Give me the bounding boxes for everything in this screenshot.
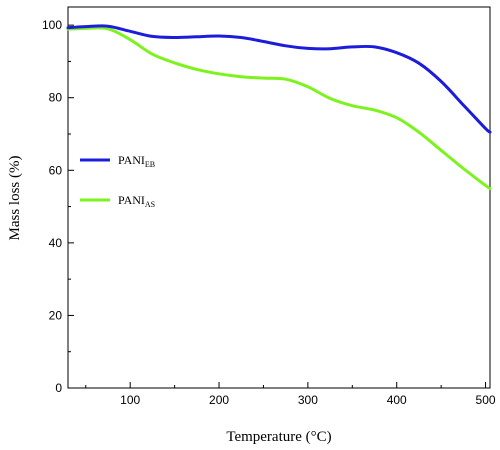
legend-label-pani-eb: PANIEB xyxy=(118,153,155,169)
series-line-pani-eb xyxy=(66,24,492,134)
x-tick-label: 200 xyxy=(209,393,229,407)
y-tick-label: 100 xyxy=(42,18,62,32)
x-tick-label: 100 xyxy=(120,393,140,407)
x-axis-title: Temperature (°C) xyxy=(226,429,331,445)
series-line-pani-as xyxy=(66,26,492,190)
y-tick-label: 60 xyxy=(49,163,63,177)
y-tick-label: 40 xyxy=(49,236,63,250)
tick-labels: 100 200 300 400 500 0 20 40 60 80 100 xyxy=(42,18,496,407)
x-tick-label: 400 xyxy=(387,393,407,407)
x-tick-label: 500 xyxy=(476,393,496,407)
series-lines xyxy=(66,24,492,190)
y-tick-label: 0 xyxy=(55,381,62,395)
y-tick-label: 20 xyxy=(49,308,63,322)
y-axis-title: Mass loss (%) xyxy=(7,155,23,240)
legend: PANIEB PANIAS xyxy=(80,153,155,209)
tick-marks xyxy=(68,24,487,389)
x-tick-label: 300 xyxy=(298,393,318,407)
plot-frame xyxy=(67,6,491,389)
y-tick-label: 80 xyxy=(49,91,63,105)
legend-label-pani-as: PANIAS xyxy=(118,193,155,209)
